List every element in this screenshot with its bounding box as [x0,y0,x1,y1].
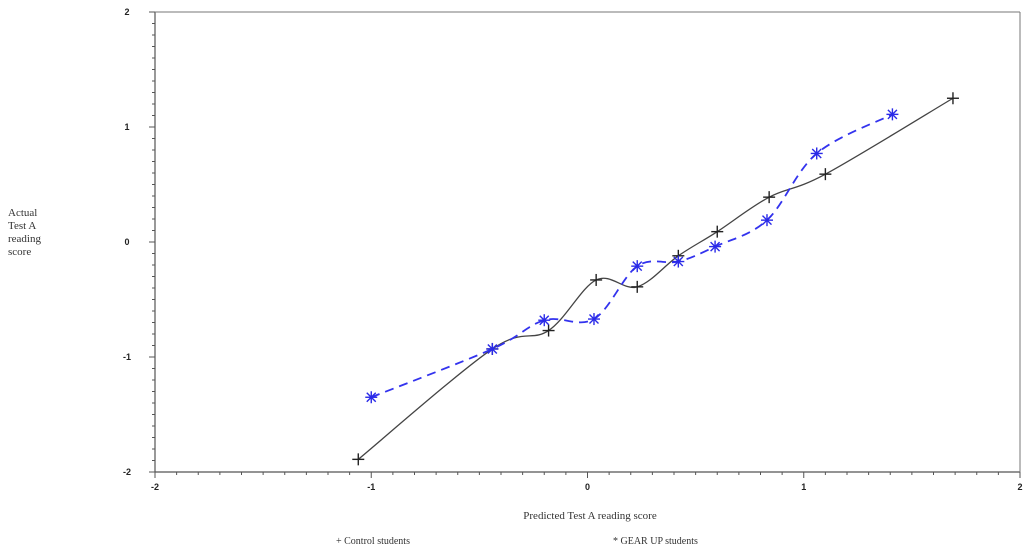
data-point-gear-up [672,255,685,268]
data-point-gear-up [486,342,499,355]
data-point-gear-up [538,314,551,327]
series-line-control [357,97,954,460]
series-layer [352,92,959,466]
y-tick-label: -1 [123,352,131,362]
data-point-control [946,92,959,105]
y-axis-label-line: score [8,246,32,258]
x-tick-label: -2 [151,482,159,492]
x-tick-label: 0 [585,482,590,492]
marker-stroke [761,215,772,226]
series-control [352,92,959,466]
series-gear-up [365,108,899,404]
y-axis-label: Actual Test A reading score [8,207,78,259]
x-tick-label: 1 [801,482,806,492]
data-point-gear-up [709,240,722,253]
data-point-control [711,225,724,238]
x-tick-label: -1 [367,482,375,492]
marker-stroke [887,109,898,120]
data-point-gear-up [760,214,773,227]
series-line-gear-up [370,113,893,399]
marker-stroke [539,315,550,326]
data-point-control [819,168,832,181]
legend-control-students: + Control students [336,536,410,547]
data-point-control [352,453,365,466]
data-point-gear-up [886,108,899,121]
data-point-gear-up [810,147,823,160]
marker-stroke [811,148,822,159]
legend-gear-up-students: * GEAR UP students [613,536,698,547]
data-point-control [590,273,603,286]
x-tick-label: 2 [1017,482,1022,492]
data-point-gear-up [631,260,644,273]
y-tick-label: 0 [124,237,129,247]
data-point-gear-up [365,391,378,404]
y-axis-label-line: Actual [8,207,38,219]
data-point-gear-up [587,313,600,326]
y-tick-label: 2 [124,7,129,17]
data-point-control [631,280,644,293]
marker-stroke [710,241,721,252]
marker-stroke [366,392,377,403]
marker-stroke [632,261,643,272]
x-axis-label: Predicted Test A reading score [523,510,657,522]
axes: -2 -1 0 1 2 2 1 0 -1 -2 [123,7,1023,492]
data-point-control [542,324,555,337]
y-axis-label-line: reading [8,233,41,245]
marker-stroke [673,256,684,267]
marker-stroke [487,343,498,354]
y-axis-label-line: Test A [8,220,37,232]
data-point-control [763,191,776,204]
y-tick-label: -2 [123,467,131,477]
y-tick-label: 1 [124,122,129,132]
marker-stroke [588,314,599,325]
